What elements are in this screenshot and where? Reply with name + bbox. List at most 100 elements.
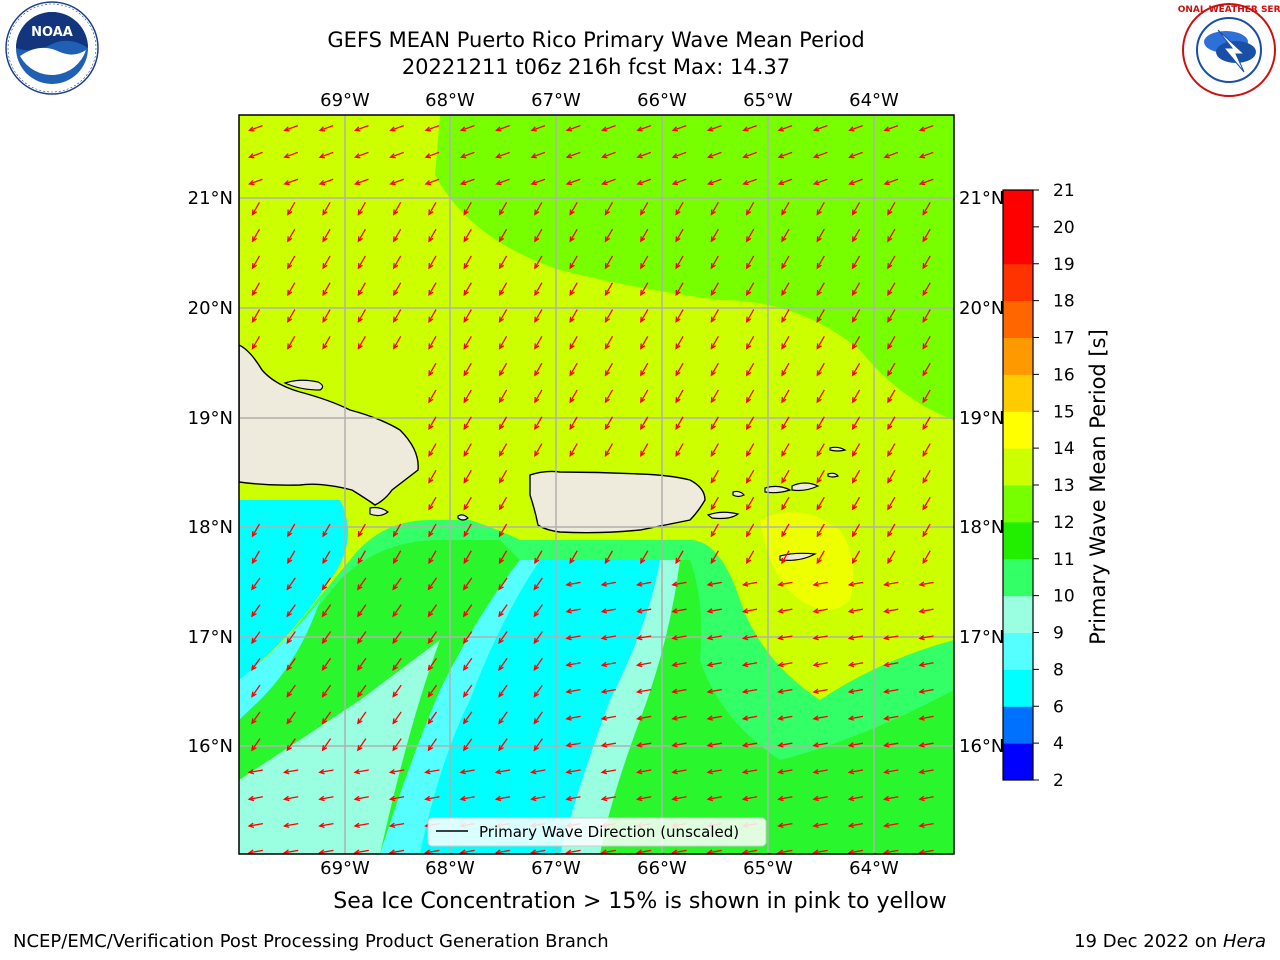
- wave-arrow: [533, 577, 543, 591]
- wave-arrow: [847, 768, 864, 775]
- wave-arrow: [287, 282, 296, 297]
- wave-arrow: [918, 742, 934, 748]
- wave-arrow: [565, 634, 581, 641]
- wave-arrow: [569, 228, 578, 243]
- wave-arrow: [495, 151, 510, 159]
- wave-arrow: [918, 688, 934, 695]
- wave-arrow: [851, 336, 861, 350]
- period-field-6-8-west: [239, 500, 348, 680]
- wave-arrow: [745, 336, 755, 350]
- lon-tick-top: 66°W: [637, 90, 687, 111]
- wave-arrow: [635, 688, 652, 695]
- wave-arrow: [887, 443, 896, 457]
- wave-arrow: [530, 178, 546, 186]
- wave-arrow: [745, 550, 755, 565]
- wave-arrow: [640, 202, 649, 216]
- wave-arrow: [392, 336, 402, 350]
- wave-arrow: [781, 282, 790, 297]
- wave-arrow: [463, 416, 472, 431]
- wave-arrow: [565, 688, 581, 695]
- wave-arrow: [357, 336, 366, 350]
- wave-arrow: [675, 443, 684, 457]
- wave-arrow: [671, 795, 687, 802]
- wave-arrow: [534, 255, 543, 270]
- wave-arrow: [851, 550, 861, 565]
- wave-arrow: [251, 577, 261, 591]
- wave-arrow: [848, 124, 863, 132]
- wave-arrow: [498, 336, 508, 350]
- wave-arrow: [569, 255, 578, 270]
- lon-ticks-bottom: 69°W 68°W 67°W 66°W 65°W 64°W: [320, 858, 899, 879]
- colorbar-bin: [1003, 226, 1033, 265]
- wave-arrow: [777, 742, 793, 748]
- wave-arrow: [847, 795, 864, 802]
- wave-arrow: [462, 738, 473, 752]
- wave-arrow: [248, 124, 263, 132]
- wave-arrow: [847, 608, 864, 614]
- wave-arrow: [887, 389, 896, 404]
- wave-arrow: [883, 178, 899, 186]
- wave-arrow: [424, 768, 440, 775]
- colorbar-label: Primary Wave Mean Period [s]: [1086, 329, 1110, 645]
- wave-arrow: [428, 309, 437, 323]
- colorbar-tick-label: 21: [1053, 181, 1075, 201]
- wave-arrow: [428, 389, 437, 404]
- wave-arrow: [851, 202, 861, 216]
- lat-tick-left: 16°N: [188, 736, 233, 757]
- wave-arrow: [251, 282, 261, 297]
- wave-arrow: [745, 389, 755, 404]
- wave-arrow: [428, 550, 437, 565]
- wave-arrow: [600, 634, 617, 641]
- wave-arrow: [671, 581, 687, 587]
- wave-arrow: [847, 822, 864, 829]
- wave-arrow: [459, 178, 475, 186]
- wave-arrow: [533, 711, 543, 725]
- wave-arrow: [781, 470, 790, 484]
- wave-arrow: [530, 768, 546, 775]
- chart-title: GEFS MEAN Puerto Rico Primary Wave Mean …: [327, 28, 865, 52]
- wave-arrow: [322, 309, 331, 323]
- wave-arrow: [392, 550, 402, 565]
- wave-arrow: [918, 151, 934, 159]
- colorbar-tick-label: 10: [1053, 587, 1075, 607]
- wave-arrow: [569, 282, 578, 297]
- wave-arrow: [710, 470, 719, 484]
- wave-arrow: [282, 822, 299, 829]
- wave-arrow: [604, 336, 614, 350]
- wave-arrow: [710, 336, 719, 350]
- wave-arrow: [710, 550, 719, 565]
- wave-arrow: [922, 309, 931, 323]
- wave-arrow: [640, 416, 649, 431]
- wave-arrow: [569, 416, 578, 431]
- colorbar-bin: [1003, 521, 1033, 560]
- wave-arrow: [498, 309, 508, 323]
- colorbar-bin: [1003, 411, 1033, 449]
- colorbar-bin: [1003, 190, 1033, 228]
- wave-arrow: [565, 124, 581, 132]
- wave-arrow: [428, 202, 437, 216]
- wave-arrow: [463, 336, 472, 350]
- wave-arrow: [781, 362, 790, 377]
- wave-arrow: [918, 124, 934, 132]
- wave-arrow: [922, 443, 931, 457]
- wave-arrow: [494, 768, 511, 775]
- wave-arrow: [498, 711, 508, 725]
- wave-arrow: [462, 577, 473, 591]
- wave-arrow: [887, 416, 896, 431]
- wave-arrow: [671, 688, 687, 695]
- wave-arrow: [353, 768, 369, 775]
- wave-arrow: [286, 604, 296, 618]
- wave-arrow: [600, 795, 617, 802]
- noaa-logo-text: NOAA: [31, 25, 73, 40]
- wave-arrow: [883, 688, 899, 695]
- wave-arrow: [463, 550, 472, 565]
- wave-arrow: [741, 661, 758, 668]
- colorbar-bin: [1003, 632, 1033, 670]
- wave-arrow: [534, 362, 543, 377]
- lat-tick-left: 20°N: [188, 298, 233, 319]
- wave-arrow: [282, 768, 299, 775]
- wave-arrow: [286, 711, 296, 725]
- wave-arrow: [392, 738, 402, 752]
- wave-arrow: [569, 362, 578, 377]
- wave-arrow: [601, 124, 616, 132]
